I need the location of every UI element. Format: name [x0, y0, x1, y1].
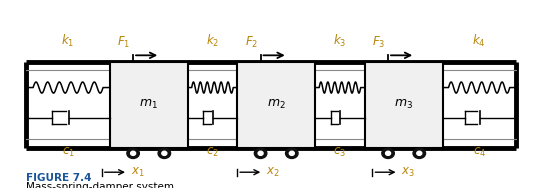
Text: $k_1$: $k_1$: [61, 33, 75, 49]
Circle shape: [417, 151, 422, 155]
Text: $m_3$: $m_3$: [394, 98, 413, 111]
Circle shape: [258, 151, 263, 155]
Text: $F_3$: $F_3$: [372, 35, 385, 50]
Circle shape: [158, 148, 171, 158]
Text: $c_1$: $c_1$: [62, 146, 75, 159]
Text: $x_1$: $x_1$: [131, 166, 144, 179]
Text: $F_1$: $F_1$: [117, 35, 131, 50]
Circle shape: [289, 151, 294, 155]
Text: $m_1$: $m_1$: [139, 98, 158, 111]
Text: $x_2$: $x_2$: [266, 166, 280, 179]
Bar: [365, 62, 443, 148]
Bar: [109, 62, 188, 148]
Text: FIGURE 7.4: FIGURE 7.4: [27, 173, 92, 183]
Circle shape: [127, 148, 139, 158]
Bar: [237, 62, 315, 148]
Circle shape: [385, 151, 391, 155]
Text: $F_2$: $F_2$: [245, 35, 258, 50]
Text: $x_3$: $x_3$: [401, 166, 415, 179]
Text: $k_3$: $k_3$: [333, 33, 347, 49]
Text: $k_2$: $k_2$: [206, 33, 219, 49]
Text: $c_2$: $c_2$: [206, 146, 219, 159]
Text: $c_4$: $c_4$: [473, 146, 486, 159]
Circle shape: [413, 148, 425, 158]
Circle shape: [131, 151, 136, 155]
Text: Mass-spring-damper system.: Mass-spring-damper system.: [27, 182, 178, 188]
Circle shape: [254, 148, 267, 158]
Text: $k_4$: $k_4$: [472, 33, 486, 49]
Text: $c_3$: $c_3$: [333, 146, 346, 159]
Circle shape: [286, 148, 298, 158]
Circle shape: [382, 148, 395, 158]
Text: $m_2$: $m_2$: [267, 98, 286, 111]
Circle shape: [162, 151, 167, 155]
